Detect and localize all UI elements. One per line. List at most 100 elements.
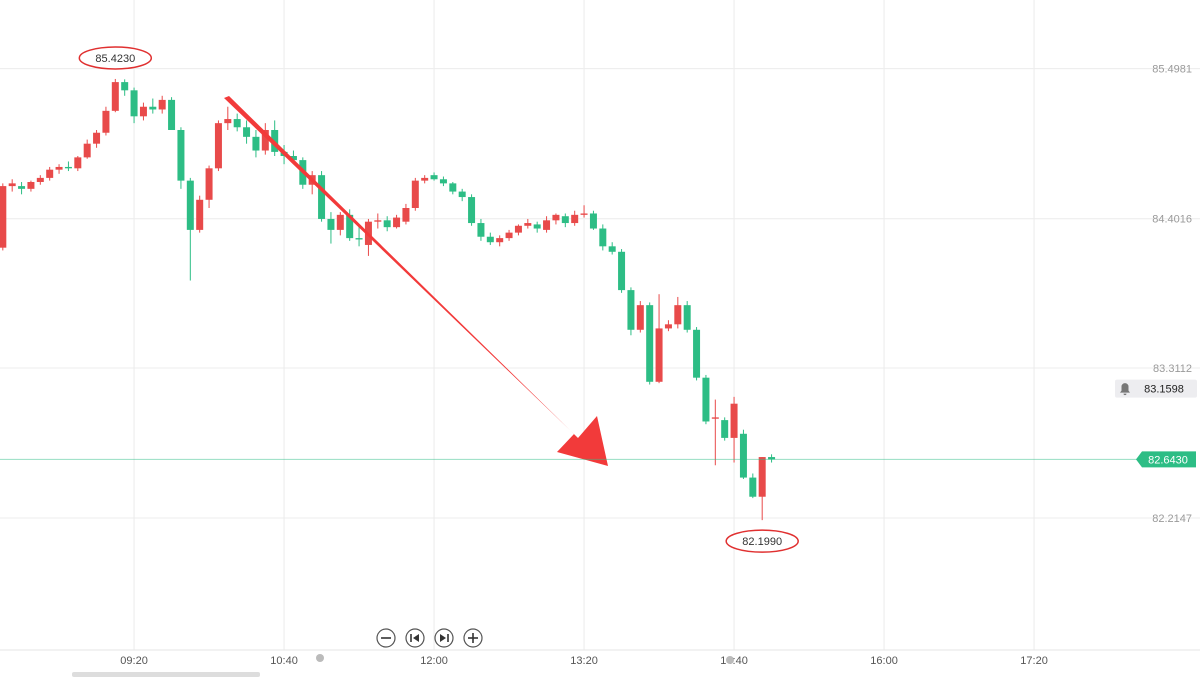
candle-body (468, 197, 476, 224)
candle-body (693, 329, 701, 378)
candle-body (83, 143, 91, 158)
candle-body (121, 82, 129, 91)
price-marker-ellipse (725, 529, 799, 553)
candle-body (739, 433, 747, 478)
candle-body (449, 183, 457, 192)
candle-body (186, 180, 194, 230)
candle-body (458, 191, 466, 198)
candle-body (533, 224, 541, 229)
x-tick-label: 10:40 (270, 655, 298, 667)
candle-body (486, 236, 494, 243)
candle-body (168, 99, 176, 130)
candle-body (158, 99, 166, 110)
candle-body (674, 305, 682, 325)
candle-body (111, 82, 119, 111)
candle-body (749, 477, 757, 497)
x-tick-label: 16:00 (870, 655, 898, 667)
last-price-label: 82.6430 (1148, 454, 1188, 466)
x-tick-label: 09:20 (120, 655, 148, 667)
candle-body (599, 228, 607, 247)
scroll-start-button[interactable] (405, 628, 425, 648)
alert-tag (1115, 379, 1197, 398)
candle-body (402, 208, 410, 222)
candle-body (730, 403, 738, 438)
candle-body (561, 216, 569, 224)
candle-body (261, 130, 269, 151)
candle-body (8, 183, 16, 187)
arrow-shape (224, 96, 608, 466)
candle-body (36, 177, 44, 182)
price-marker-label: 82.1990 (742, 536, 782, 548)
candle-body (430, 175, 438, 180)
candle-body (421, 177, 429, 181)
x-tick-label: 17:20 (1020, 655, 1048, 667)
price-marker-ellipse (78, 46, 153, 70)
candle-body (18, 186, 26, 189)
candle-body (243, 127, 251, 137)
candle-body (655, 328, 663, 382)
candle-body (74, 157, 82, 169)
candle-body (0, 186, 7, 248)
candle-body (346, 214, 354, 239)
alert-bell-icon (1120, 383, 1130, 396)
scroll-end-button[interactable] (434, 628, 454, 648)
candle-body (214, 123, 222, 169)
zoom-out-button[interactable] (376, 628, 396, 648)
candle-body (543, 220, 551, 230)
candle-body (571, 214, 579, 224)
candle-body (711, 417, 719, 419)
scroll-handle[interactable] (316, 654, 324, 662)
candle-body (55, 166, 63, 170)
candle-body (580, 213, 588, 215)
scroll-handle[interactable] (726, 656, 734, 664)
candle-body (664, 324, 672, 329)
last-price-tag (1136, 451, 1196, 468)
candle-body (289, 156, 297, 161)
labels: 82.2147 83.3112 84.4016 85.4981 09:20 10:40 12… (0, 46, 1197, 667)
y-tick-label: 85.4981 (1152, 64, 1192, 76)
candle-body (177, 130, 185, 181)
candle-body (130, 90, 138, 117)
x-tick-label: 13:20 (570, 655, 598, 667)
candle-body (205, 168, 213, 200)
candles (0, 78, 776, 521)
candle-body (411, 180, 419, 208)
candle-body (196, 199, 204, 230)
candle-body (393, 217, 401, 228)
candle-body (514, 225, 522, 233)
candle-body (618, 251, 626, 291)
candle-body (318, 175, 326, 219)
candle-body (252, 136, 260, 151)
candle-body (524, 223, 532, 226)
x-tick-label: 12:00 (420, 655, 448, 667)
candle-body (477, 223, 485, 237)
alert-price-label: 83.1598 (1144, 384, 1184, 396)
candle-body (149, 106, 157, 110)
candle-body (646, 305, 654, 382)
candle-body (224, 119, 232, 124)
candle-body (46, 169, 54, 178)
candle-body (505, 232, 513, 239)
candle-body (608, 246, 616, 252)
candle-body (64, 166, 72, 169)
candle-body (327, 218, 335, 230)
candle-body (93, 132, 101, 144)
candle-body (589, 213, 597, 229)
y-tick-label: 82.2147 (1152, 513, 1192, 525)
zoom-in-button[interactable] (463, 628, 483, 648)
candle-body (233, 119, 241, 128)
candle-body (636, 305, 644, 330)
candle-body (552, 214, 560, 221)
candle-body (139, 106, 147, 117)
candle-body (374, 220, 382, 222)
candle-body (383, 220, 391, 228)
candle-body (683, 305, 691, 330)
candle-body (768, 457, 776, 460)
candle-body (627, 290, 635, 330)
y-tick-label: 83.3112 (1153, 363, 1192, 375)
grid (0, 0, 1200, 650)
scrollbar[interactable] (72, 672, 260, 677)
candle-body (439, 179, 447, 184)
